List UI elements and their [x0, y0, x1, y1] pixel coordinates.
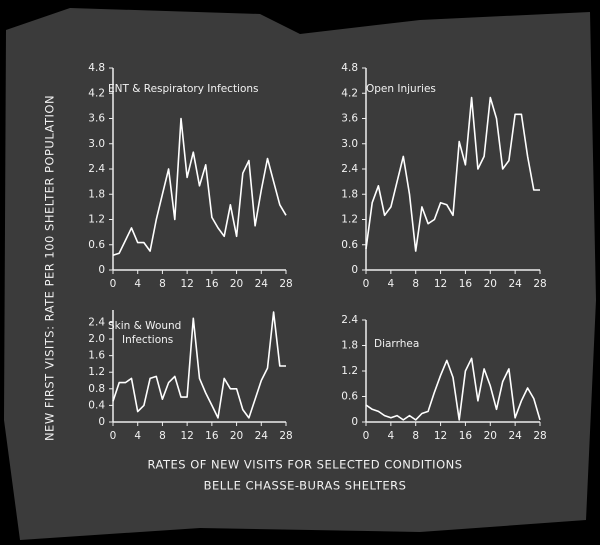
x-tick-label: 0: [363, 278, 370, 290]
y-tick-label: 4.2: [341, 87, 358, 99]
x-tick-label: 12: [434, 430, 447, 442]
y-tick-label: 1.8: [341, 188, 358, 200]
x-tick-label: 16: [205, 430, 219, 442]
x-tick-label: 20: [484, 278, 497, 290]
y-tick-label: 0: [98, 264, 105, 276]
x-tick-label: 8: [412, 430, 419, 442]
y-tick-label: 0.6: [341, 391, 358, 403]
y-axis-label: NEW FIRST VISITS: RATE PER 100 SHELTER P…: [43, 95, 57, 441]
chart-title: Skin & Wound: [108, 320, 181, 332]
x-tick-label: 12: [434, 278, 447, 290]
x-tick-label: 0: [110, 278, 117, 290]
data-line: [365, 96, 540, 252]
data-line: [112, 311, 286, 419]
y-tick-label: 3.6: [88, 113, 105, 125]
y-tick-label: 0: [98, 416, 105, 428]
chart-title: Infections: [122, 334, 173, 346]
x-tick-label: 24: [508, 430, 522, 442]
y-tick-label: 1.2: [88, 214, 105, 226]
y-tick-label: 0.8: [88, 383, 105, 395]
x-tick-label: 4: [388, 278, 395, 290]
y-tick-label: 2.4: [341, 163, 358, 175]
y-tick-label: 2.4: [88, 163, 105, 175]
chart-title: Open Injuries: [366, 83, 436, 95]
y-tick-label: 2.4: [88, 316, 105, 328]
x-tick-label: 20: [484, 430, 497, 442]
y-tick-label: 0: [351, 264, 358, 276]
y-tick-label: 0.6: [341, 239, 358, 251]
data-line: [112, 117, 287, 257]
y-tick-label: 0: [351, 416, 358, 428]
y-tick-label: 1.8: [88, 188, 105, 200]
x-tick-label: 8: [412, 278, 419, 290]
x-tick-label: 28: [279, 430, 292, 442]
x-tick-label: 4: [388, 430, 395, 442]
x-tick-label: 24: [508, 278, 522, 290]
y-tick-label: 2.4: [341, 314, 358, 326]
y-tick-label: 4.8: [88, 62, 105, 74]
caption: BELLE CHASSE-BURAS SHELTERS: [204, 479, 407, 493]
x-tick-label: 8: [159, 430, 166, 442]
y-tick-label: 1.2: [88, 366, 105, 378]
x-tick-label: 28: [533, 430, 546, 442]
x-tick-label: 28: [279, 278, 292, 290]
x-tick-label: 16: [459, 430, 473, 442]
x-tick-label: 28: [533, 278, 546, 290]
x-tick-label: 4: [134, 430, 141, 442]
x-tick-label: 20: [230, 430, 243, 442]
y-tick-label: 4.8: [341, 62, 358, 74]
x-tick-label: 12: [180, 430, 193, 442]
x-tick-label: 16: [459, 278, 473, 290]
x-tick-label: 16: [205, 278, 219, 290]
x-tick-label: 8: [159, 278, 166, 290]
caption: RATES OF NEW VISITS FOR SELECTED CONDITI…: [147, 458, 462, 472]
chart-title: Diarrhea: [374, 338, 419, 350]
y-tick-label: 1.2: [341, 214, 358, 226]
data-line: [365, 357, 541, 421]
y-tick-label: 3.0: [88, 138, 105, 150]
x-tick-label: 24: [255, 430, 269, 442]
y-tick-label: 3.0: [341, 138, 358, 150]
y-tick-label: 1.6: [88, 350, 105, 362]
x-tick-label: 4: [134, 278, 141, 290]
x-tick-label: 24: [255, 278, 269, 290]
y-tick-label: 2.0: [88, 333, 105, 345]
y-tick-label: 1.8: [341, 340, 358, 352]
y-tick-label: 0.4: [88, 399, 105, 411]
x-tick-label: 20: [230, 278, 243, 290]
y-tick-label: 1.2: [341, 365, 358, 377]
y-tick-label: 4.2: [88, 87, 105, 99]
x-tick-label: 0: [363, 430, 370, 442]
photo-background: [4, 8, 596, 540]
y-tick-label: 0.6: [88, 239, 105, 251]
chart-title: ENT & Respiratory Infections: [108, 83, 259, 95]
x-tick-label: 0: [110, 430, 117, 442]
x-tick-label: 12: [180, 278, 193, 290]
y-tick-label: 3.6: [341, 113, 358, 125]
